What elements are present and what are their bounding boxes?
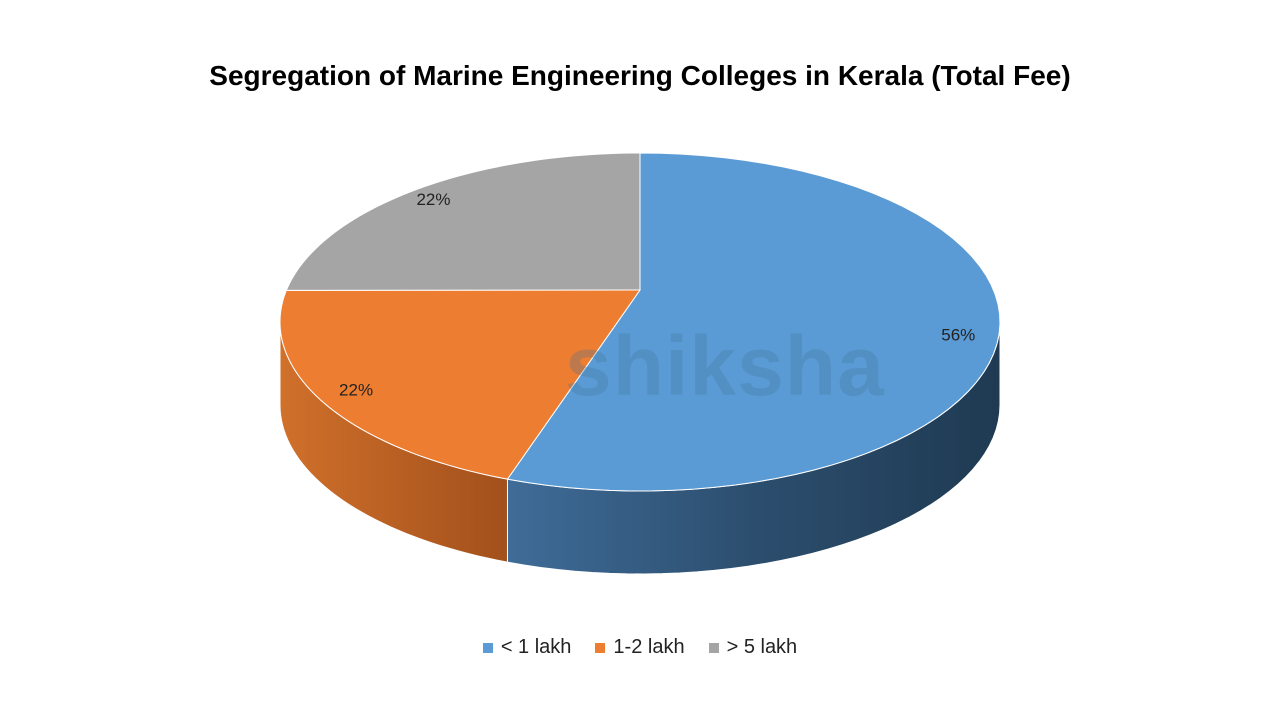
pie-slice-1 (279, 289, 641, 480)
legend-swatch (708, 642, 719, 653)
pie-slice-2 (285, 152, 641, 291)
legend: < 1 lakh 1-2 lakh > 5 lakh (0, 636, 1280, 659)
legend-label: < 1 lakh (500, 636, 572, 658)
legend-swatch (482, 642, 493, 653)
data-label-1: 22% (339, 380, 373, 399)
legend-label: > 5 lakh (726, 636, 798, 658)
legend-item: 1-2 lakh (595, 636, 685, 659)
legend-item: > 5 lakh (708, 636, 798, 659)
pie-slice-0 (506, 152, 1001, 492)
data-label-0: 56% (941, 326, 975, 345)
legend-item: < 1 lakh (482, 636, 572, 659)
chart-title: Segregation of Marine Engineering Colleg… (209, 60, 1071, 91)
legend-label: 1-2 lakh (613, 636, 685, 658)
data-label-2: 22% (416, 190, 450, 209)
watermark-logo: shiksha (565, 319, 885, 413)
legend-swatch (595, 642, 606, 653)
